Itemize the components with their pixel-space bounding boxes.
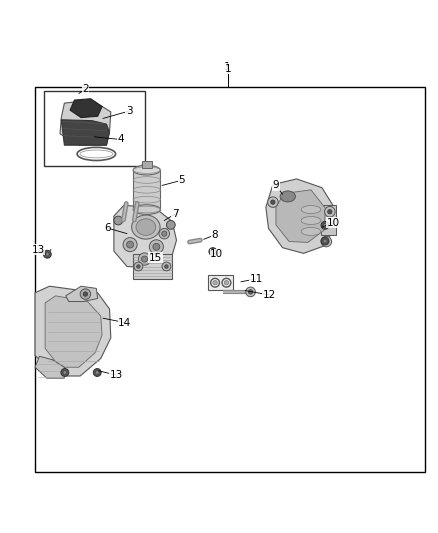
Circle shape <box>123 238 137 252</box>
Text: 15: 15 <box>149 253 162 263</box>
Ellipse shape <box>136 219 156 236</box>
Circle shape <box>209 248 217 255</box>
FancyBboxPatch shape <box>142 161 152 168</box>
Circle shape <box>114 216 123 225</box>
Circle shape <box>268 197 278 207</box>
Polygon shape <box>60 100 111 145</box>
Text: 10: 10 <box>210 249 223 259</box>
Polygon shape <box>66 286 98 302</box>
Ellipse shape <box>301 216 321 224</box>
Circle shape <box>61 368 69 376</box>
Text: 11: 11 <box>250 274 263 284</box>
Circle shape <box>127 241 134 248</box>
Circle shape <box>325 206 335 217</box>
Circle shape <box>328 209 332 214</box>
Circle shape <box>134 262 143 271</box>
Ellipse shape <box>142 163 152 167</box>
Circle shape <box>271 200 275 204</box>
Circle shape <box>149 240 163 254</box>
FancyBboxPatch shape <box>133 170 160 209</box>
Polygon shape <box>266 179 335 253</box>
Text: 13: 13 <box>32 245 45 255</box>
Text: 10: 10 <box>326 217 339 228</box>
Circle shape <box>95 371 99 374</box>
Circle shape <box>80 289 91 300</box>
Text: 12: 12 <box>263 290 276 300</box>
Circle shape <box>323 223 327 227</box>
Circle shape <box>63 371 67 374</box>
Bar <box>44 91 145 166</box>
Circle shape <box>321 221 329 229</box>
Text: 1: 1 <box>224 63 231 74</box>
Circle shape <box>141 256 148 262</box>
Polygon shape <box>114 205 177 268</box>
Text: 7: 7 <box>172 209 179 219</box>
Bar <box>208 275 233 290</box>
Bar <box>133 254 172 279</box>
Ellipse shape <box>301 206 321 214</box>
Text: 6: 6 <box>104 223 111 233</box>
Circle shape <box>211 250 215 253</box>
Text: 14: 14 <box>118 318 131 328</box>
Circle shape <box>162 231 167 236</box>
Text: 9: 9 <box>272 181 279 190</box>
Circle shape <box>153 243 160 251</box>
Circle shape <box>166 221 175 229</box>
Text: 4: 4 <box>117 134 124 144</box>
Circle shape <box>248 290 253 294</box>
Polygon shape <box>45 296 102 367</box>
Circle shape <box>138 253 151 265</box>
Circle shape <box>165 265 168 268</box>
Circle shape <box>93 368 101 376</box>
Circle shape <box>159 229 170 239</box>
Circle shape <box>43 251 51 258</box>
Ellipse shape <box>301 228 321 236</box>
Circle shape <box>321 237 329 245</box>
Ellipse shape <box>133 165 160 175</box>
Circle shape <box>162 262 171 271</box>
Ellipse shape <box>131 215 160 239</box>
Text: 3: 3 <box>126 106 133 116</box>
Bar <box>35 87 425 472</box>
Circle shape <box>321 236 332 247</box>
Circle shape <box>213 280 217 285</box>
Circle shape <box>323 239 327 243</box>
Text: 8: 8 <box>211 230 218 240</box>
Circle shape <box>46 253 49 256</box>
Text: 1: 1 <box>224 62 231 71</box>
Circle shape <box>246 287 255 297</box>
Polygon shape <box>70 99 102 118</box>
Circle shape <box>137 265 140 268</box>
Text: 13: 13 <box>110 370 123 380</box>
Polygon shape <box>35 356 64 378</box>
Polygon shape <box>35 286 111 376</box>
Text: 5: 5 <box>178 175 185 185</box>
Polygon shape <box>61 120 110 145</box>
Polygon shape <box>321 205 336 235</box>
Ellipse shape <box>133 205 160 214</box>
Text: 2: 2 <box>82 84 89 94</box>
Polygon shape <box>276 190 325 243</box>
Circle shape <box>324 239 328 244</box>
Circle shape <box>224 280 229 285</box>
Circle shape <box>83 292 88 296</box>
Ellipse shape <box>280 191 296 202</box>
